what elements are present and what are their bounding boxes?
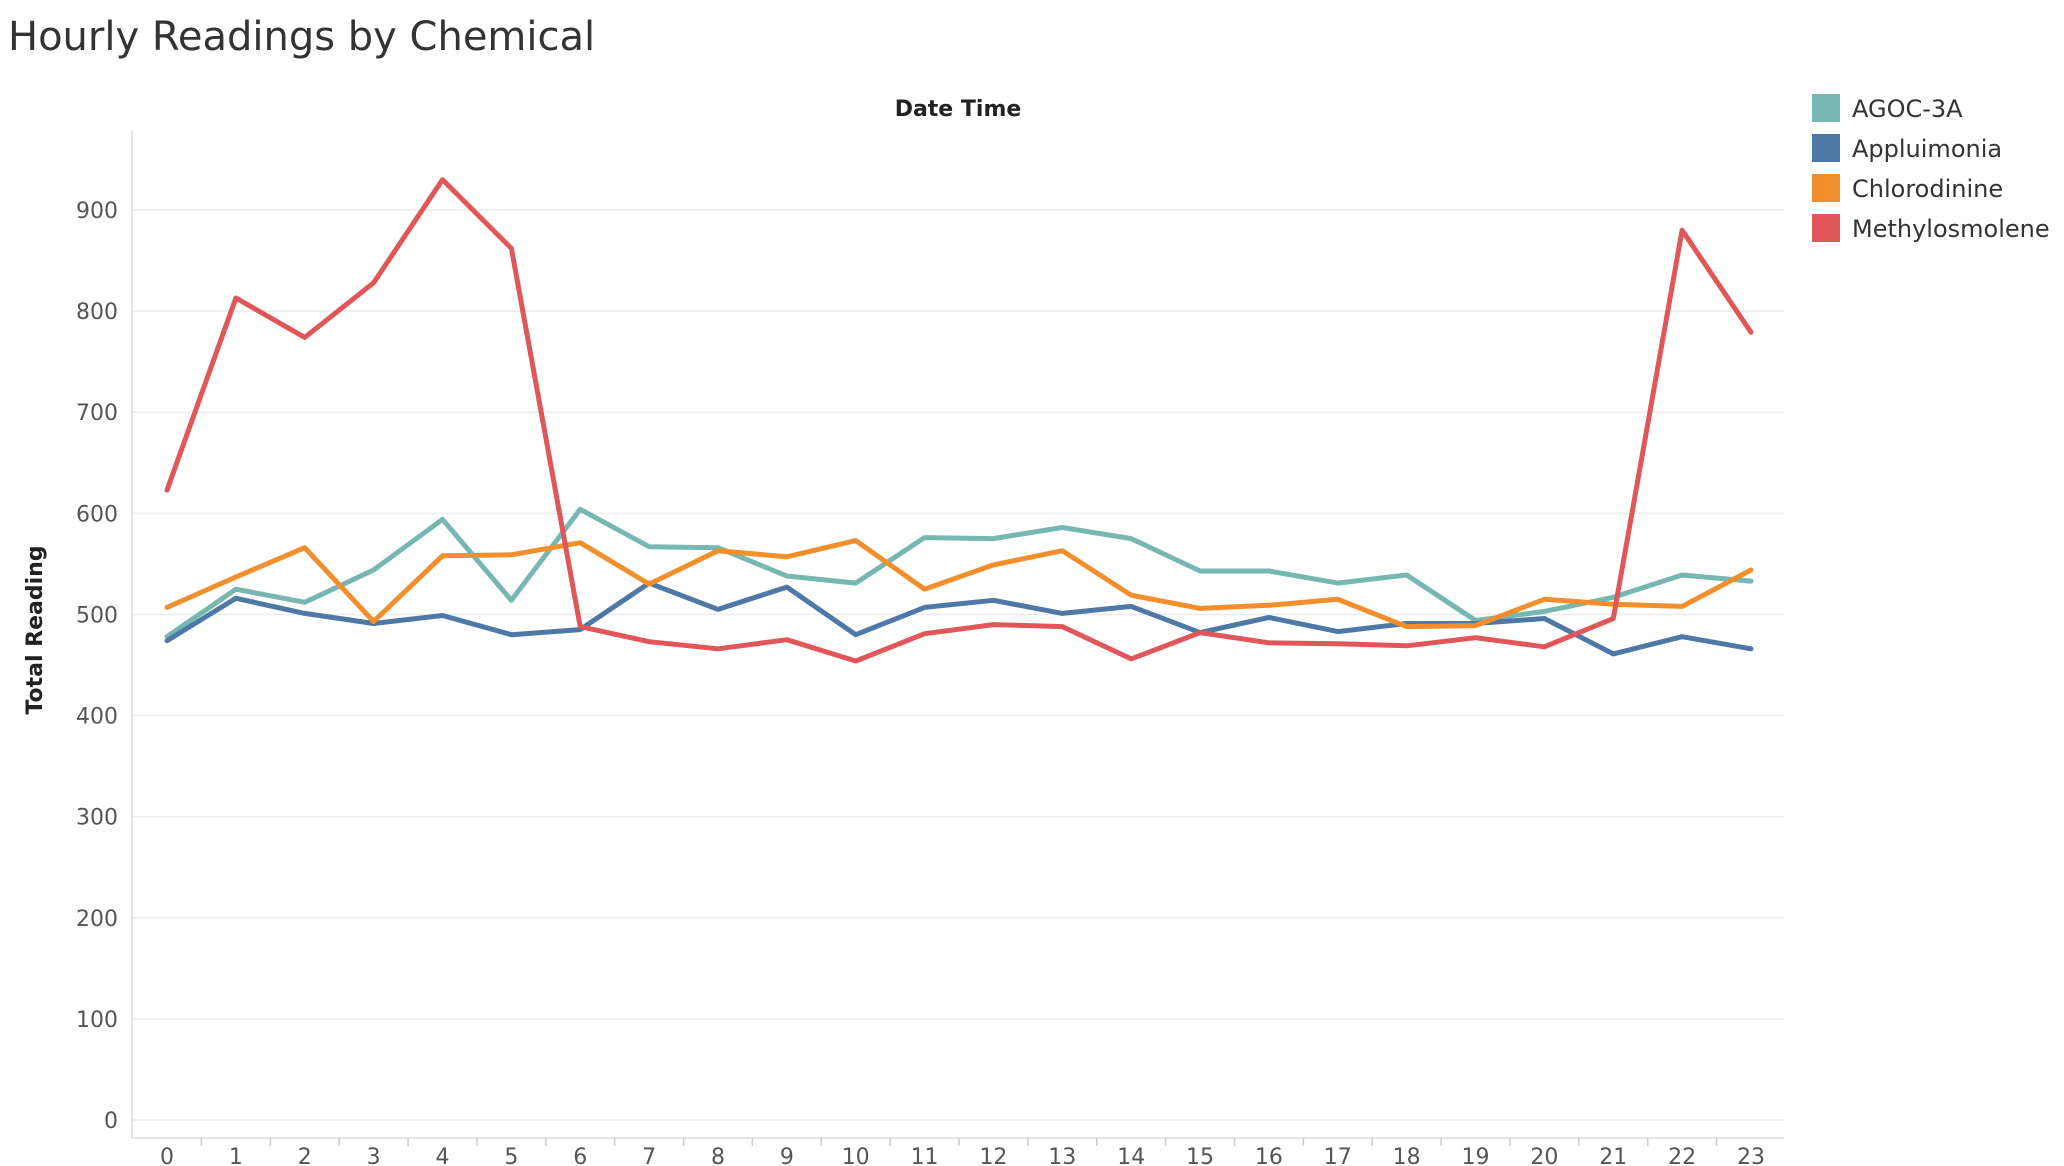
x-tick-label: 7: [642, 1145, 656, 1166]
y-tick-label: 300: [76, 806, 118, 831]
x-tick-label: 4: [435, 1145, 449, 1166]
y-tick-label: 100: [76, 1008, 118, 1033]
y-axis-title: Total Reading: [23, 545, 48, 714]
x-tick-label: 15: [1186, 1145, 1214, 1166]
legend-label: AGOC-3A: [1852, 95, 1963, 123]
x-tick-label: 12: [979, 1145, 1007, 1166]
x-tick-label: 9: [780, 1145, 794, 1166]
gridlines: [132, 209, 1784, 1121]
x-tick-label: 19: [1462, 1145, 1490, 1166]
legend: AGOC-3A Appluimonia Chlorodinine Methylosmo…: [1812, 94, 2050, 243]
x-tick-label: 2: [298, 1145, 312, 1166]
y-tick-label: 700: [76, 401, 118, 426]
x-tick-label: 5: [504, 1145, 518, 1166]
x-tick-label: 10: [842, 1145, 870, 1166]
y-tick-label: 600: [76, 502, 118, 527]
x-tick-label: 0: [160, 1145, 174, 1166]
legend-label: Methylosmolene: [1852, 215, 2050, 243]
series-line-chlorodinine: [164, 538, 1754, 630]
legend-swatch: [1812, 94, 1840, 122]
y-tick-label: 800: [76, 300, 118, 325]
x-tick-label: 16: [1255, 1145, 1283, 1166]
y-tick-label: 500: [76, 603, 118, 628]
x-axis: 0 1 2 3 4 5 6 7 8 9 10 11 12 13 14 15 16 17 18 19 20 21 22 23: [132, 1137, 1784, 1166]
x-tick-label: 13: [1048, 1145, 1076, 1166]
y-axis: 0 100 200 300 400 500 600 700 800 900: [76, 130, 133, 1138]
x-tick-label: 22: [1668, 1145, 1696, 1166]
x-tick-label: 6: [573, 1145, 587, 1166]
legend-label: Chlorodinine: [1852, 175, 2003, 203]
legend-swatch: [1812, 134, 1840, 162]
series-line-methylosmolene: [164, 177, 1754, 664]
x-tick-label: 8: [711, 1145, 725, 1166]
chart-title: Hourly Readings by Chemical: [8, 14, 596, 60]
legend-label: Appluimonia: [1852, 135, 2002, 163]
x-tick-label: 20: [1530, 1145, 1558, 1166]
legend-swatch: [1812, 174, 1840, 202]
x-tick-label: 23: [1737, 1145, 1765, 1166]
legend-swatch: [1812, 214, 1840, 242]
x-tick-label: 11: [911, 1145, 939, 1166]
y-tick-label: 400: [76, 705, 118, 730]
x-tick-label: 21: [1599, 1145, 1627, 1166]
y-tick-label: 0: [104, 1109, 118, 1134]
x-tick-label: 17: [1324, 1145, 1352, 1166]
x-tick-label: 18: [1393, 1145, 1421, 1166]
series-lines: [164, 177, 1754, 664]
x-tick-label: 3: [367, 1145, 381, 1166]
x-tick-label: 14: [1117, 1145, 1145, 1166]
x-tick-label: 1: [229, 1145, 243, 1166]
y-tick-label: 900: [76, 199, 118, 224]
y-tick-label: 200: [76, 907, 118, 932]
x-axis-title: Date Time: [895, 97, 1022, 122]
